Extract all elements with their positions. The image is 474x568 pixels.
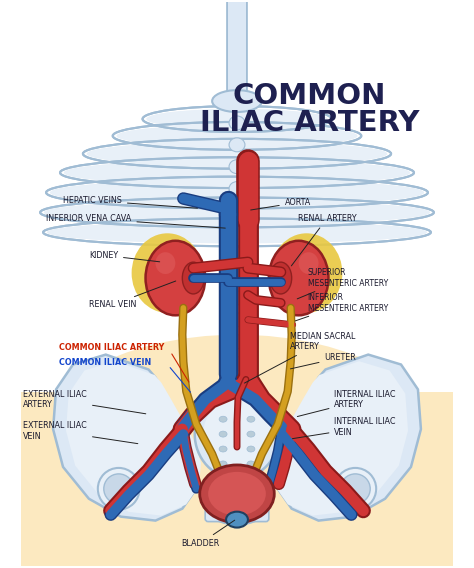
Ellipse shape bbox=[219, 446, 227, 452]
Ellipse shape bbox=[229, 313, 245, 327]
Ellipse shape bbox=[270, 262, 292, 294]
Ellipse shape bbox=[229, 182, 245, 195]
Ellipse shape bbox=[299, 252, 319, 274]
Text: COMMON ILIAC VEIN: COMMON ILIAC VEIN bbox=[59, 358, 151, 367]
Polygon shape bbox=[276, 354, 421, 521]
Ellipse shape bbox=[50, 179, 424, 206]
Ellipse shape bbox=[229, 160, 245, 174]
Ellipse shape bbox=[271, 233, 342, 313]
Ellipse shape bbox=[47, 222, 427, 243]
Ellipse shape bbox=[229, 225, 245, 239]
Ellipse shape bbox=[229, 116, 245, 130]
Polygon shape bbox=[273, 361, 408, 516]
Text: AORTA: AORTA bbox=[251, 198, 311, 210]
Ellipse shape bbox=[200, 465, 274, 523]
Ellipse shape bbox=[87, 142, 387, 166]
Ellipse shape bbox=[117, 125, 357, 147]
Ellipse shape bbox=[132, 233, 203, 313]
Ellipse shape bbox=[229, 138, 245, 152]
Ellipse shape bbox=[219, 431, 227, 437]
Ellipse shape bbox=[269, 241, 328, 315]
Ellipse shape bbox=[146, 109, 328, 129]
Ellipse shape bbox=[229, 335, 245, 349]
Text: SUPERIOR
MESENTERIC ARTERY: SUPERIOR MESENTERIC ARTERY bbox=[297, 268, 388, 299]
Ellipse shape bbox=[203, 398, 271, 470]
FancyBboxPatch shape bbox=[227, 0, 247, 101]
Ellipse shape bbox=[98, 468, 139, 509]
Ellipse shape bbox=[229, 247, 245, 261]
Ellipse shape bbox=[50, 179, 424, 206]
Ellipse shape bbox=[64, 160, 410, 185]
Ellipse shape bbox=[229, 269, 245, 283]
Bar bbox=[21, 392, 453, 566]
Ellipse shape bbox=[229, 357, 245, 370]
Ellipse shape bbox=[219, 416, 227, 422]
Ellipse shape bbox=[87, 142, 387, 166]
Ellipse shape bbox=[44, 201, 430, 224]
Text: INFERIOR VENA CAVA: INFERIOR VENA CAVA bbox=[46, 214, 225, 228]
Ellipse shape bbox=[247, 446, 255, 452]
Ellipse shape bbox=[247, 416, 255, 422]
Text: HEPATIC VEINS: HEPATIC VEINS bbox=[63, 196, 198, 208]
Text: INFERIOR
MESENTERIC ARTERY: INFERIOR MESENTERIC ARTERY bbox=[295, 293, 388, 321]
Ellipse shape bbox=[229, 203, 245, 218]
FancyBboxPatch shape bbox=[231, 0, 243, 98]
Ellipse shape bbox=[64, 160, 410, 185]
Text: RENAL ARTERY: RENAL ARTERY bbox=[292, 214, 356, 266]
Ellipse shape bbox=[44, 201, 430, 224]
Ellipse shape bbox=[226, 512, 248, 528]
Ellipse shape bbox=[117, 125, 357, 147]
Ellipse shape bbox=[195, 390, 279, 479]
FancyBboxPatch shape bbox=[205, 494, 269, 521]
Text: INTERNAL ILIAC
ARTERY: INTERNAL ILIAC ARTERY bbox=[297, 390, 396, 416]
Text: COMMON: COMMON bbox=[233, 82, 386, 110]
Text: INTERNAL ILIAC
VEIN: INTERNAL ILIAC VEIN bbox=[292, 417, 396, 438]
Polygon shape bbox=[66, 361, 201, 516]
Ellipse shape bbox=[247, 431, 255, 437]
Ellipse shape bbox=[335, 468, 376, 509]
Ellipse shape bbox=[155, 252, 175, 274]
Ellipse shape bbox=[212, 90, 262, 112]
FancyBboxPatch shape bbox=[21, 398, 453, 566]
Text: EXTERNAL ILIAC
VEIN: EXTERNAL ILIAC VEIN bbox=[23, 421, 138, 444]
Ellipse shape bbox=[340, 474, 370, 504]
Text: RENAL VEIN: RENAL VEIN bbox=[89, 281, 176, 310]
Text: ILIAC ARTERY: ILIAC ARTERY bbox=[200, 109, 419, 137]
Ellipse shape bbox=[219, 461, 227, 467]
Ellipse shape bbox=[229, 291, 245, 305]
Ellipse shape bbox=[146, 109, 328, 129]
Text: COMMON ILIAC ARTERY: COMMON ILIAC ARTERY bbox=[59, 343, 164, 352]
Ellipse shape bbox=[146, 241, 205, 315]
Text: KIDNEY: KIDNEY bbox=[89, 250, 160, 262]
Polygon shape bbox=[53, 354, 198, 521]
Ellipse shape bbox=[247, 461, 255, 467]
Ellipse shape bbox=[229, 94, 245, 108]
Text: MEDIAN SACRAL
ARTERY: MEDIAN SACRAL ARTERY bbox=[245, 332, 355, 383]
Ellipse shape bbox=[47, 222, 427, 243]
Ellipse shape bbox=[208, 472, 266, 516]
Text: URETER: URETER bbox=[291, 353, 356, 369]
Ellipse shape bbox=[23, 335, 451, 568]
Text: EXTERNAL ILIAC
ARTERY: EXTERNAL ILIAC ARTERY bbox=[23, 390, 146, 414]
Text: BLADDER: BLADDER bbox=[181, 520, 235, 548]
Ellipse shape bbox=[104, 474, 134, 504]
Ellipse shape bbox=[182, 262, 204, 294]
Ellipse shape bbox=[208, 493, 266, 525]
